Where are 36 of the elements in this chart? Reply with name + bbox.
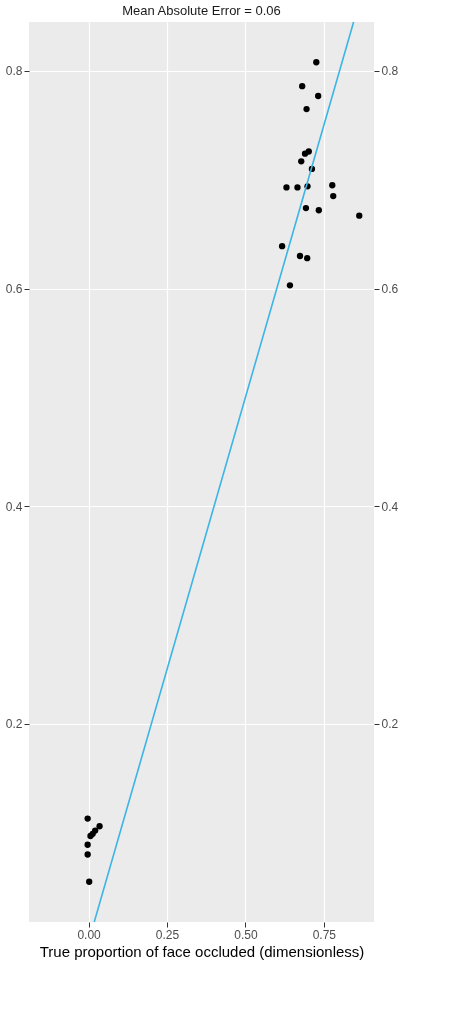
point	[299, 83, 306, 90]
chart-title: Mean Absolute Error = 0.06	[122, 3, 281, 18]
y-tick-label: 0.4	[5, 499, 23, 514]
point	[283, 184, 290, 191]
y-tick-label: 0.8	[5, 64, 23, 79]
point	[296, 252, 304, 260]
y2-tick-label: 0.8	[381, 64, 399, 79]
point	[294, 184, 301, 191]
y2-tick-label: 0.6	[381, 282, 399, 297]
y-tick-label: 0.6	[5, 282, 23, 297]
x-tick-label: 0.50	[234, 927, 258, 942]
x-tick-label: 0.00	[77, 927, 102, 942]
point	[86, 878, 93, 885]
point	[302, 204, 310, 212]
point	[315, 92, 322, 100]
point	[313, 59, 320, 66]
point	[84, 815, 91, 822]
point	[329, 182, 336, 189]
point	[304, 255, 311, 262]
point	[278, 243, 286, 250]
x-tick-label: 0.75	[312, 927, 337, 942]
point	[303, 105, 310, 113]
point	[330, 192, 337, 200]
x-axis-title: True proportion of face occluded (dimensionless)	[39, 942, 365, 960]
point	[96, 823, 103, 830]
point	[298, 158, 305, 165]
y-tick-label: 0.2	[5, 717, 23, 732]
point	[301, 150, 309, 157]
point	[315, 207, 322, 214]
point	[356, 212, 363, 219]
point	[286, 282, 294, 289]
x-tick-label: 0.25	[155, 927, 180, 942]
y2-tick-label: 0.2	[381, 717, 399, 732]
point	[84, 841, 91, 848]
y2-tick-label: 0.4	[381, 499, 399, 514]
point	[84, 851, 91, 858]
